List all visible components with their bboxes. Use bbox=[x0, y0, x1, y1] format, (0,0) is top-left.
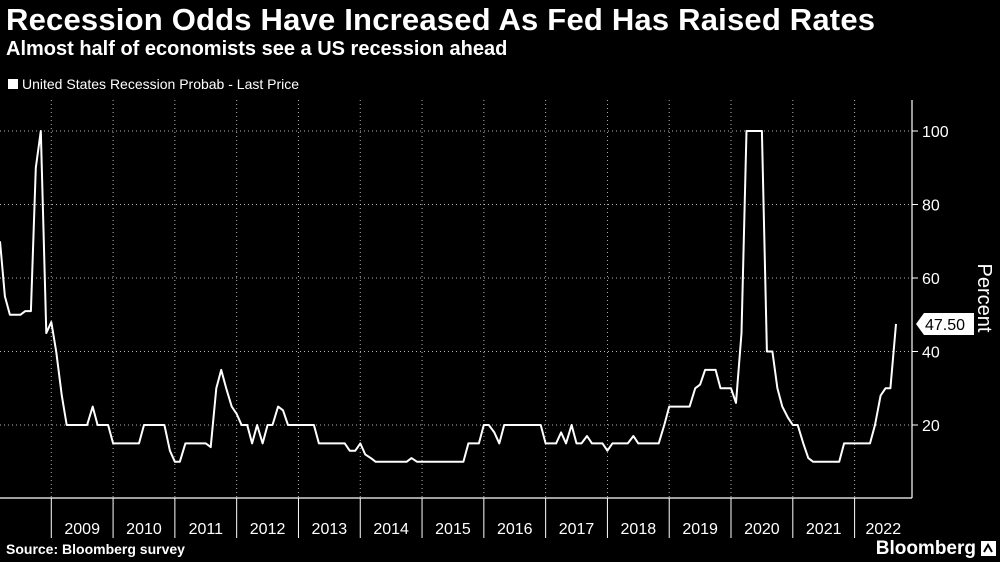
x-tick-label: 2013 bbox=[312, 521, 348, 538]
bloomberg-mark-icon bbox=[981, 541, 996, 556]
y-axis-title: Percent bbox=[973, 264, 995, 333]
x-tick-label: 2020 bbox=[744, 521, 780, 538]
brand-logo-text: Bloomberg bbox=[875, 538, 976, 559]
y-tick-label: 40 bbox=[922, 345, 940, 362]
x-tick-label: 2011 bbox=[189, 521, 224, 538]
chart-subtitle: Almost half of economists see a US reces… bbox=[6, 38, 508, 60]
last-value-label: 47.50 bbox=[925, 317, 965, 334]
x-tick-label: 2012 bbox=[250, 521, 286, 538]
source-note: Source: Bloomberg survey bbox=[6, 541, 185, 557]
labels: 20 40 60 80 100 2009 2010 2011 2012 2013 2014 2015 2… bbox=[64, 124, 995, 538]
x-tick-label: 2010 bbox=[126, 521, 162, 538]
x-tick-label: 2021 bbox=[806, 521, 842, 538]
axes bbox=[0, 100, 918, 538]
series-line bbox=[0, 130, 897, 463]
x-tick-label: 2014 bbox=[373, 521, 409, 538]
x-tick-label: 2018 bbox=[621, 521, 657, 538]
chart-title: Recession Odds Have Increased As Fed Has… bbox=[6, 2, 876, 37]
x-tick-label: 2017 bbox=[559, 521, 595, 538]
x-tick-label: 2016 bbox=[497, 521, 533, 538]
x-tick-label: 2015 bbox=[435, 521, 471, 538]
legend: United States Recession Probab - Last Pr… bbox=[8, 76, 299, 92]
y-tick-label: 20 bbox=[922, 418, 940, 435]
legend-swatch bbox=[8, 79, 18, 89]
x-tick-label: 2022 bbox=[866, 521, 902, 538]
last-value-tag bbox=[916, 312, 974, 335]
x-tick-label: 2019 bbox=[682, 521, 718, 538]
series-layer bbox=[0, 130, 897, 463]
y-tick-label: 100 bbox=[922, 124, 949, 141]
legend-label: United States Recession Probab - Last Pr… bbox=[22, 76, 300, 92]
gridlines bbox=[0, 100, 912, 498]
y-tick-label: 60 bbox=[922, 271, 940, 288]
x-tick-label: 2009 bbox=[64, 521, 100, 538]
y-tick-label: 80 bbox=[922, 198, 940, 215]
